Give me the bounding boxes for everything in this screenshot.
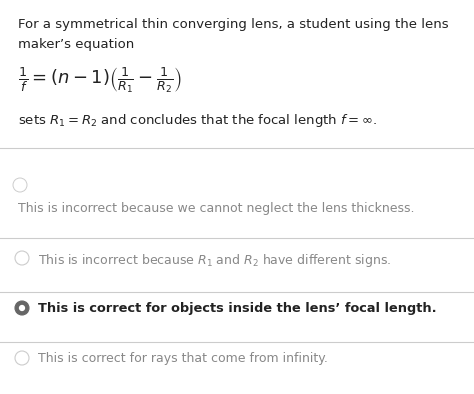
Text: This is correct for objects inside the lens’ focal length.: This is correct for objects inside the l… <box>38 302 437 315</box>
Text: This is correct for rays that come from infinity.: This is correct for rays that come from … <box>38 352 328 365</box>
Circle shape <box>19 305 25 311</box>
Text: maker’s equation: maker’s equation <box>18 38 134 51</box>
Text: This is incorrect because $R_1$ and $R_2$ have different signs.: This is incorrect because $R_1$ and $R_2… <box>38 252 391 269</box>
Circle shape <box>15 301 29 315</box>
Text: $\frac{1}{f} = (n-1)\left(\frac{1}{R_1} - \frac{1}{R_2}\right)$: $\frac{1}{f} = (n-1)\left(\frac{1}{R_1} … <box>18 65 182 95</box>
Text: sets $R_1 = R_2$ and concludes that the focal length $f = \infty$.: sets $R_1 = R_2$ and concludes that the … <box>18 112 377 129</box>
Text: This is incorrect because we cannot neglect the lens thickness.: This is incorrect because we cannot negl… <box>18 202 414 215</box>
Text: For a symmetrical thin converging lens, a student using the lens: For a symmetrical thin converging lens, … <box>18 18 448 31</box>
